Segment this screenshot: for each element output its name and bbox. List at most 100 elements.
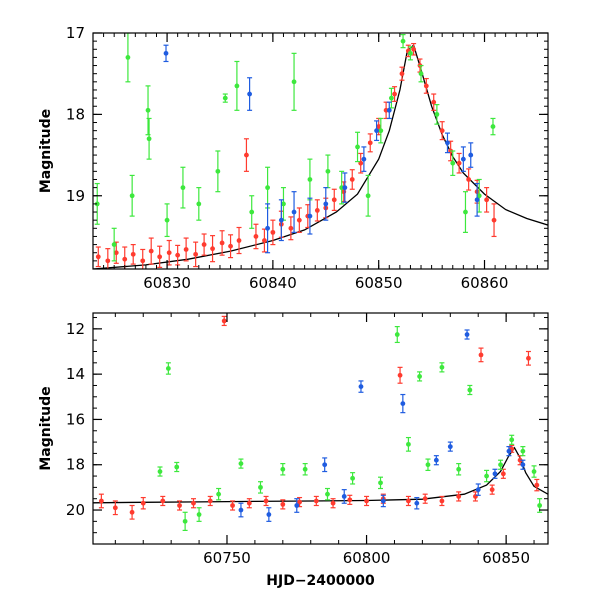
- data-point-green: [388, 87, 394, 109]
- data-point-green: [182, 511, 188, 532]
- data-point-green: [216, 487, 222, 501]
- marker: [433, 457, 439, 463]
- data-point-red: [358, 152, 364, 174]
- marker: [238, 461, 244, 467]
- marker: [146, 136, 152, 142]
- marker: [397, 372, 403, 378]
- data-point-red: [478, 347, 484, 363]
- marker: [238, 507, 244, 513]
- top-panel: 60830 60840 60850 60860 17 18 19 Magnitude: [38, 24, 549, 292]
- data-point-blue: [380, 494, 386, 508]
- marker: [484, 197, 490, 203]
- marker: [280, 501, 286, 507]
- data-point-red: [489, 484, 495, 495]
- data-point-red: [411, 42, 417, 56]
- data-point-red: [207, 495, 213, 507]
- series-blue: [238, 329, 526, 522]
- data-point-red: [160, 495, 166, 507]
- data-point-green: [234, 60, 240, 111]
- marker: [164, 217, 170, 223]
- marker: [234, 83, 240, 89]
- data-point-red: [157, 245, 163, 268]
- series-green: [94, 33, 496, 262]
- data-point-green: [302, 463, 308, 476]
- marker: [244, 152, 249, 158]
- marker: [196, 201, 202, 207]
- marker: [447, 444, 453, 450]
- marker: [374, 128, 379, 134]
- marker: [313, 498, 319, 504]
- marker: [467, 387, 473, 393]
- data-point-red: [491, 203, 497, 238]
- data-point-blue: [341, 489, 347, 504]
- data-point-red: [466, 168, 472, 191]
- data-point-green: [520, 446, 526, 457]
- data-point-red: [129, 504, 135, 520]
- data-point-red: [95, 246, 101, 268]
- marker: [288, 225, 294, 231]
- marker: [262, 238, 267, 243]
- marker: [520, 462, 526, 468]
- data-point-green: [400, 34, 406, 49]
- marker: [263, 498, 269, 504]
- marker: [201, 242, 207, 247]
- marker: [157, 254, 163, 260]
- data-point-green: [280, 187, 286, 221]
- marker: [367, 140, 373, 146]
- marker: [219, 240, 225, 246]
- data-point-red: [331, 188, 337, 212]
- marker: [439, 128, 445, 134]
- marker: [258, 484, 263, 490]
- data-point-red: [364, 495, 370, 507]
- data-point-blue: [291, 191, 297, 233]
- data-point-green: [164, 203, 170, 238]
- data-point-green: [180, 166, 186, 209]
- marker: [509, 437, 515, 443]
- data-point-green: [476, 178, 482, 213]
- marker: [325, 168, 331, 174]
- y-tick-label: 12: [66, 320, 85, 338]
- data-point-red: [399, 66, 405, 81]
- marker: [163, 50, 169, 56]
- data-point-green: [417, 371, 423, 382]
- marker: [221, 318, 227, 324]
- data-point-green: [450, 150, 456, 177]
- data-point-red: [253, 223, 259, 250]
- marker: [489, 487, 495, 493]
- data-point-green: [307, 158, 313, 201]
- marker: [297, 499, 302, 505]
- marker: [388, 95, 394, 101]
- marker: [280, 466, 286, 472]
- marker: [484, 473, 489, 479]
- marker: [378, 128, 384, 134]
- data-point-red: [330, 498, 336, 509]
- data-point-blue: [374, 120, 380, 142]
- data-point-green: [111, 227, 117, 262]
- data-point-green: [405, 436, 411, 452]
- data-point-green: [378, 117, 384, 144]
- series-red: [98, 315, 540, 520]
- marker: [330, 500, 336, 506]
- data-point-red: [201, 233, 207, 256]
- marker: [425, 462, 431, 468]
- marker: [422, 496, 428, 502]
- data-point-green: [129, 174, 135, 217]
- data-point-blue: [460, 146, 466, 172]
- model-curve: [93, 44, 548, 269]
- data-point-red: [288, 216, 294, 241]
- marker: [323, 201, 329, 207]
- marker: [191, 500, 196, 506]
- marker: [112, 505, 118, 511]
- marker: [475, 487, 481, 493]
- x-tick-label: 60830: [143, 274, 191, 292]
- data-point-green: [498, 459, 504, 470]
- marker: [266, 512, 272, 517]
- series-red: [95, 42, 497, 269]
- marker: [98, 498, 104, 504]
- marker: [378, 480, 383, 486]
- data-point-green: [531, 465, 537, 478]
- marker: [450, 160, 456, 166]
- marker: [165, 366, 171, 371]
- y-axis-label: Magnitude: [38, 109, 54, 193]
- marker: [230, 503, 235, 508]
